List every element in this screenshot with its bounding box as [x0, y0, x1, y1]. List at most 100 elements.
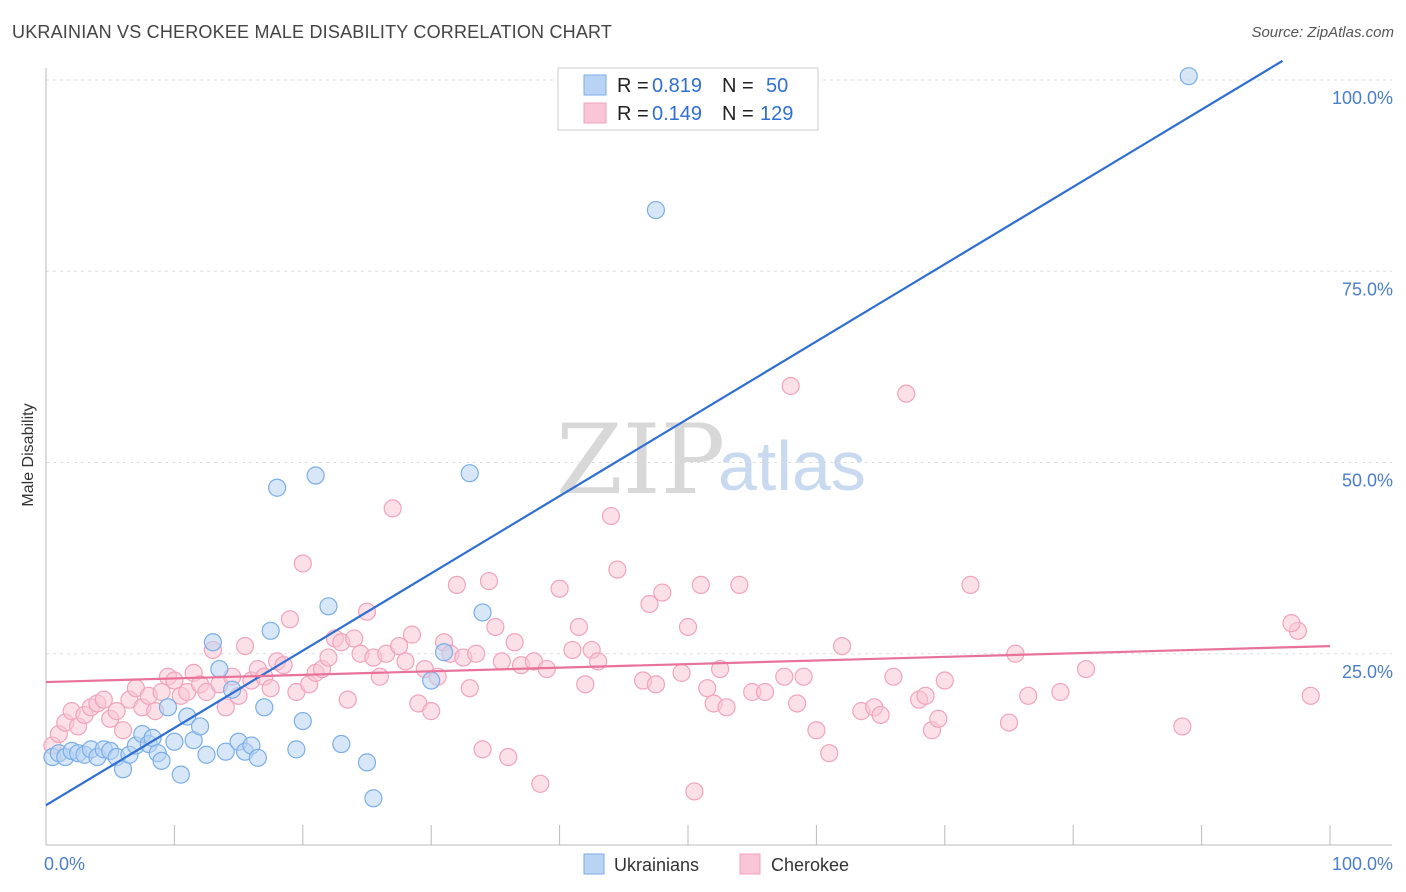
ukrainians-point-44	[422, 671, 441, 690]
cherokee-point-46	[338, 690, 357, 709]
legend-swatch-cherokee	[583, 102, 607, 124]
cherokee-point-63	[447, 575, 466, 595]
chart-title: UKRAINIAN VS CHEROKEE MALE DISABILITY CO…	[12, 22, 613, 42]
legend-n-label-2: N =	[722, 103, 754, 125]
legend-swatch-ukrainians	[583, 74, 607, 96]
cherokee-point-71	[499, 747, 518, 767]
cherokee-point-113	[916, 686, 935, 705]
ukrainians-point-18	[152, 751, 171, 770]
ukrainians-point-49	[1179, 67, 1198, 86]
ukrainians-point-39	[306, 466, 325, 485]
legend-n-label-1: N =	[722, 75, 754, 97]
cherokee-point-84	[608, 560, 627, 579]
cherokee-point-110	[884, 667, 903, 686]
cherokee-point-68	[479, 571, 499, 591]
cherokee-point-39	[293, 554, 312, 573]
series-cherokee	[43, 376, 1320, 801]
cherokee-point-83	[601, 506, 621, 526]
cherokee-point-100	[775, 667, 794, 686]
ukrainians-point-20	[165, 732, 184, 751]
ukrainians-point-42	[357, 753, 377, 772]
bottom-legend-ukrainians: Ukrainians	[614, 855, 699, 875]
ukrainians-point-33	[248, 748, 267, 767]
cherokee-point-77	[550, 579, 569, 598]
cherokee-point-86	[640, 594, 659, 614]
cherokee-point-89	[672, 663, 691, 682]
y-tick-label-1: 50.0%	[1342, 471, 1393, 491]
cherokee-point-121	[1051, 682, 1070, 702]
cherokee-point-75	[531, 774, 550, 793]
cherokee-point-47	[345, 629, 364, 648]
ukrainians-point-36	[268, 478, 287, 497]
cherokee-point-95	[710, 659, 730, 679]
ukrainians-point-29	[223, 680, 242, 699]
cherokee-point-115	[929, 709, 948, 728]
legend-r-label-2: R =	[617, 103, 649, 125]
cherokee-point-54	[390, 636, 409, 656]
cherokee-point-97	[730, 575, 749, 595]
ukrainians-point-40	[319, 597, 338, 616]
cherokee-point-111	[897, 384, 916, 403]
ukrainians-point-38	[293, 711, 312, 731]
ukrainians-point-45	[434, 643, 454, 662]
cherokee-point-101	[781, 376, 800, 396]
x-tick-label-left: 0.0%	[44, 854, 85, 874]
cherokee-point-53	[383, 499, 402, 518]
ukrainians-point-47	[473, 603, 492, 622]
legend-r-label-1: R =	[617, 75, 649, 97]
ukrainians-point-35	[261, 621, 280, 640]
cherokee-point-19	[165, 671, 184, 690]
ukrainians-point-41	[332, 734, 351, 754]
cherokee-point-92	[691, 575, 710, 595]
y-tick-label-3: 100.0%	[1332, 88, 1393, 108]
legend-r-value-cherokee: 0.149	[652, 103, 702, 125]
cherokee-point-120	[1019, 686, 1038, 705]
cherokee-point-103	[794, 667, 813, 686]
y-tick-label-0: 25.0%	[1342, 662, 1393, 682]
trend-lines	[45, 59, 1331, 807]
stats-legend: R = 0.819 N = 50 R = 0.149 N = 129	[557, 67, 819, 131]
y-axis-label: Male Disability	[20, 403, 37, 506]
cherokee-point-37	[280, 610, 300, 629]
bottom-legend-swatch-ukrainians	[583, 853, 605, 875]
cherokee-point-70	[492, 652, 511, 671]
ukrainians-point-34	[255, 698, 274, 717]
cherokee-point-11	[113, 721, 133, 740]
grid-lines	[46, 79, 1392, 655]
ukrainians-point-43	[364, 789, 383, 808]
cherokee-point-117	[961, 575, 980, 595]
x-tick-label-right: 100.0%	[1332, 854, 1393, 874]
cherokee-point-91	[685, 782, 704, 801]
bottom-legend-swatch-cherokee	[739, 853, 761, 875]
cherokee-point-78	[563, 640, 582, 660]
cherokee-trend-line	[45, 645, 1331, 684]
ukrainians-point-22	[178, 707, 197, 726]
cherokee-point-30	[235, 636, 255, 656]
cherokee-point-106	[832, 636, 852, 656]
cherokee-point-56	[402, 625, 422, 644]
bottom-legend-cherokee: Cherokee	[771, 855, 849, 875]
source-credit: Source: ZipAtlas.com	[1251, 24, 1394, 41]
cherokee-point-122	[1076, 659, 1096, 679]
y-tick-label-2: 75.0%	[1342, 279, 1393, 299]
cherokee-point-104	[807, 721, 826, 740]
legend-n-value-ukrainians: 50	[766, 75, 788, 97]
cherokee-point-93	[698, 679, 717, 698]
cherokee-point-8	[94, 690, 113, 709]
cherokee-point-116	[935, 671, 954, 690]
cherokee-point-59	[422, 702, 441, 721]
cherokee-point-67	[473, 740, 492, 759]
cherokee-point-55	[396, 652, 415, 671]
cherokee-point-87	[646, 675, 666, 694]
ukrainians-point-27	[210, 659, 229, 679]
cherokee-point-10	[107, 702, 126, 721]
series-legend: Ukrainians Cherokee	[583, 853, 849, 875]
cherokee-point-118	[999, 713, 1019, 732]
cherokee-point-79	[569, 617, 588, 637]
axes	[45, 68, 1392, 846]
ukrainians-point-26	[203, 633, 223, 652]
cherokee-point-69	[486, 617, 505, 637]
ukrainians-point-28	[216, 742, 235, 761]
tick-labels: 25.0% 50.0% 75.0% 100.0% 0.0% 100.0%	[44, 88, 1393, 874]
